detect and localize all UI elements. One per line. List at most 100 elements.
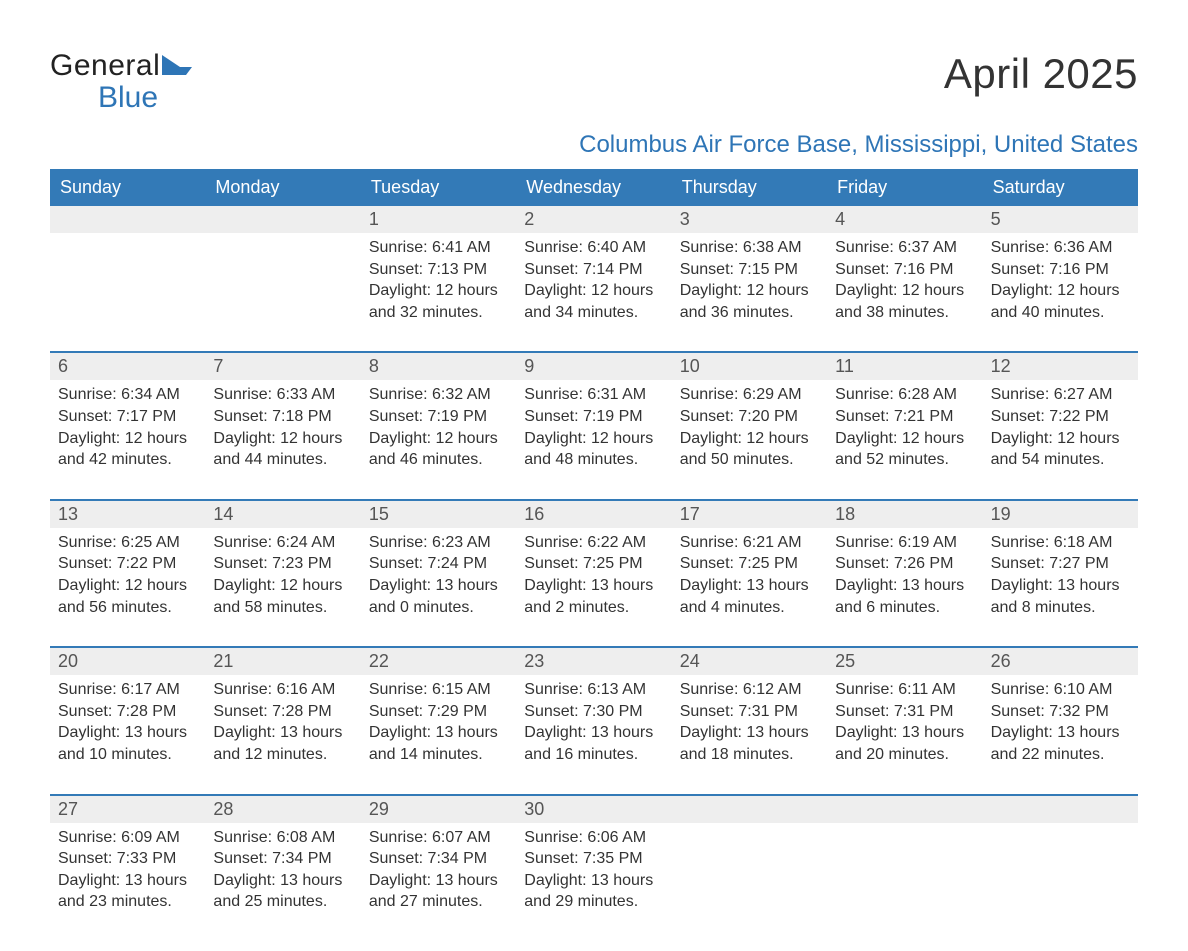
day-body: Sunrise: 6:28 AMSunset: 7:21 PMDaylight:… bbox=[827, 380, 982, 478]
day-info-line: Daylight: 13 hours and 0 minutes. bbox=[369, 575, 508, 618]
day-info-line: Sunset: 7:22 PM bbox=[58, 553, 197, 575]
day-body: Sunrise: 6:37 AMSunset: 7:16 PMDaylight:… bbox=[827, 233, 982, 331]
day-body: Sunrise: 6:38 AMSunset: 7:15 PMDaylight:… bbox=[672, 233, 827, 331]
day-info-line: Sunrise: 6:21 AM bbox=[680, 532, 819, 554]
week-row: 12345Sunrise: 6:41 AMSunset: 7:13 PMDayl… bbox=[50, 206, 1138, 331]
day-body bbox=[827, 823, 982, 921]
day-info-line: Sunrise: 6:33 AM bbox=[213, 384, 352, 406]
day-number: 18 bbox=[827, 501, 982, 528]
day-info-line: Daylight: 12 hours and 42 minutes. bbox=[58, 428, 197, 471]
day-body: Sunrise: 6:29 AMSunset: 7:20 PMDaylight:… bbox=[672, 380, 827, 478]
day-info-line: Daylight: 12 hours and 54 minutes. bbox=[991, 428, 1130, 471]
location-subtitle: Columbus Air Force Base, Mississippi, Un… bbox=[50, 131, 1138, 159]
day-body bbox=[983, 823, 1138, 921]
day-body: Sunrise: 6:33 AMSunset: 7:18 PMDaylight:… bbox=[205, 380, 360, 478]
day-info-line: Daylight: 13 hours and 10 minutes. bbox=[58, 722, 197, 765]
day-number: 22 bbox=[361, 648, 516, 675]
day-info-line: Sunset: 7:30 PM bbox=[524, 701, 663, 723]
day-body: Sunrise: 6:11 AMSunset: 7:31 PMDaylight:… bbox=[827, 675, 982, 773]
day-number: 15 bbox=[361, 501, 516, 528]
day-info-line: Sunrise: 6:07 AM bbox=[369, 827, 508, 849]
day-info-line: Sunset: 7:22 PM bbox=[991, 406, 1130, 428]
day-info-line: Sunrise: 6:17 AM bbox=[58, 679, 197, 701]
day-info-line: Sunrise: 6:11 AM bbox=[835, 679, 974, 701]
day-info-line: Daylight: 13 hours and 25 minutes. bbox=[213, 870, 352, 913]
day-info-line: Sunset: 7:27 PM bbox=[991, 553, 1130, 575]
day-number: 14 bbox=[205, 501, 360, 528]
day-info-line: Sunrise: 6:15 AM bbox=[369, 679, 508, 701]
day-info-line: Sunset: 7:19 PM bbox=[524, 406, 663, 428]
weekday-header: Friday bbox=[827, 169, 982, 206]
day-info-line: Sunset: 7:25 PM bbox=[524, 553, 663, 575]
day-info-line: Daylight: 13 hours and 23 minutes. bbox=[58, 870, 197, 913]
day-number: 1 bbox=[361, 206, 516, 233]
day-body: Sunrise: 6:06 AMSunset: 7:35 PMDaylight:… bbox=[516, 823, 671, 921]
day-info-line: Daylight: 12 hours and 36 minutes. bbox=[680, 280, 819, 323]
day-info-line: Sunrise: 6:31 AM bbox=[524, 384, 663, 406]
week-row: 27282930Sunrise: 6:09 AMSunset: 7:33 PMD… bbox=[50, 794, 1138, 921]
day-body: Sunrise: 6:27 AMSunset: 7:22 PMDaylight:… bbox=[983, 380, 1138, 478]
day-number: 8 bbox=[361, 353, 516, 380]
day-info-line: Sunrise: 6:25 AM bbox=[58, 532, 197, 554]
day-number: 23 bbox=[516, 648, 671, 675]
day-info-line: Sunset: 7:26 PM bbox=[835, 553, 974, 575]
day-number: 13 bbox=[50, 501, 205, 528]
day-body bbox=[205, 233, 360, 331]
day-info-line: Sunset: 7:31 PM bbox=[835, 701, 974, 723]
day-number: 30 bbox=[516, 796, 671, 823]
day-number: 5 bbox=[983, 206, 1138, 233]
page-title: April 2025 bbox=[944, 50, 1138, 98]
day-body: Sunrise: 6:32 AMSunset: 7:19 PMDaylight:… bbox=[361, 380, 516, 478]
calendar: SundayMondayTuesdayWednesdayThursdayFrid… bbox=[50, 169, 1138, 921]
day-info-line: Daylight: 13 hours and 6 minutes. bbox=[835, 575, 974, 618]
day-info-line: Sunset: 7:29 PM bbox=[369, 701, 508, 723]
day-info-line: Sunset: 7:33 PM bbox=[58, 848, 197, 870]
brand-text: General Blue bbox=[50, 50, 192, 113]
week-row: 6789101112Sunrise: 6:34 AMSunset: 7:17 P… bbox=[50, 351, 1138, 478]
day-info-line: Daylight: 12 hours and 50 minutes. bbox=[680, 428, 819, 471]
day-info-line: Sunset: 7:20 PM bbox=[680, 406, 819, 428]
day-info-line: Sunrise: 6:24 AM bbox=[213, 532, 352, 554]
day-info-line: Sunrise: 6:41 AM bbox=[369, 237, 508, 259]
day-info-line: Daylight: 13 hours and 29 minutes. bbox=[524, 870, 663, 913]
flag-icon bbox=[162, 50, 192, 82]
day-body: Sunrise: 6:16 AMSunset: 7:28 PMDaylight:… bbox=[205, 675, 360, 773]
weeks-container: 12345Sunrise: 6:41 AMSunset: 7:13 PMDayl… bbox=[50, 206, 1138, 921]
day-body bbox=[672, 823, 827, 921]
daybody-row: Sunrise: 6:17 AMSunset: 7:28 PMDaylight:… bbox=[50, 675, 1138, 773]
day-info-line: Sunset: 7:21 PM bbox=[835, 406, 974, 428]
day-info-line: Sunrise: 6:38 AM bbox=[680, 237, 819, 259]
daynum-row: 27282930 bbox=[50, 796, 1138, 823]
day-info-line: Daylight: 12 hours and 52 minutes. bbox=[835, 428, 974, 471]
day-body: Sunrise: 6:41 AMSunset: 7:13 PMDaylight:… bbox=[361, 233, 516, 331]
day-body: Sunrise: 6:23 AMSunset: 7:24 PMDaylight:… bbox=[361, 528, 516, 626]
day-body: Sunrise: 6:31 AMSunset: 7:19 PMDaylight:… bbox=[516, 380, 671, 478]
day-info-line: Daylight: 13 hours and 2 minutes. bbox=[524, 575, 663, 618]
weekday-header: Sunday bbox=[50, 169, 205, 206]
week-row: 20212223242526Sunrise: 6:17 AMSunset: 7:… bbox=[50, 646, 1138, 773]
day-info-line: Sunrise: 6:13 AM bbox=[524, 679, 663, 701]
day-info-line: Sunrise: 6:29 AM bbox=[680, 384, 819, 406]
weekday-header: Tuesday bbox=[361, 169, 516, 206]
day-number: 28 bbox=[205, 796, 360, 823]
day-info-line: Daylight: 12 hours and 44 minutes. bbox=[213, 428, 352, 471]
day-info-line: Sunrise: 6:09 AM bbox=[58, 827, 197, 849]
day-info-line: Sunset: 7:32 PM bbox=[991, 701, 1130, 723]
day-info-line: Sunset: 7:13 PM bbox=[369, 259, 508, 281]
day-number: 29 bbox=[361, 796, 516, 823]
day-number bbox=[672, 796, 827, 823]
page: General Blue April 2025 Columbus Air For… bbox=[0, 0, 1188, 951]
day-info-line: Sunset: 7:31 PM bbox=[680, 701, 819, 723]
day-info-line: Sunrise: 6:16 AM bbox=[213, 679, 352, 701]
day-number bbox=[50, 206, 205, 233]
day-info-line: Sunset: 7:16 PM bbox=[835, 259, 974, 281]
day-info-line: Daylight: 13 hours and 20 minutes. bbox=[835, 722, 974, 765]
daybody-row: Sunrise: 6:09 AMSunset: 7:33 PMDaylight:… bbox=[50, 823, 1138, 921]
day-info-line: Daylight: 13 hours and 4 minutes. bbox=[680, 575, 819, 618]
daynum-row: 13141516171819 bbox=[50, 501, 1138, 528]
day-number: 25 bbox=[827, 648, 982, 675]
day-body: Sunrise: 6:36 AMSunset: 7:16 PMDaylight:… bbox=[983, 233, 1138, 331]
day-body: Sunrise: 6:22 AMSunset: 7:25 PMDaylight:… bbox=[516, 528, 671, 626]
day-body: Sunrise: 6:10 AMSunset: 7:32 PMDaylight:… bbox=[983, 675, 1138, 773]
daybody-row: Sunrise: 6:41 AMSunset: 7:13 PM Daylight:… bbox=[50, 233, 1138, 331]
